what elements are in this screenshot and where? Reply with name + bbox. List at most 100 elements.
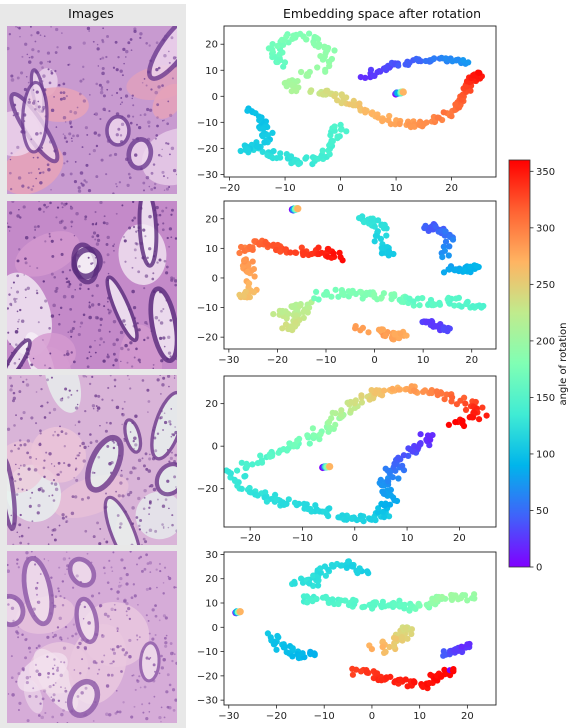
data-point bbox=[306, 304, 313, 311]
data-point bbox=[293, 88, 300, 95]
data-point bbox=[328, 293, 335, 300]
data-point bbox=[322, 594, 330, 602]
data-point bbox=[358, 399, 365, 406]
data-point bbox=[363, 669, 371, 676]
x-tick-label: 0 bbox=[369, 711, 375, 722]
data-point bbox=[444, 328, 451, 335]
data-point bbox=[339, 290, 346, 297]
data-point bbox=[325, 513, 332, 520]
data-point bbox=[392, 121, 399, 128]
y-tick-label: −30 bbox=[197, 696, 218, 707]
data-point bbox=[416, 602, 423, 609]
x-tick-label: 20 bbox=[445, 183, 458, 194]
data-point bbox=[276, 51, 283, 58]
data-point bbox=[322, 68, 329, 75]
data-point bbox=[380, 603, 387, 610]
data-point bbox=[285, 310, 292, 318]
data-point bbox=[464, 298, 471, 305]
data-point bbox=[328, 137, 335, 144]
data-point bbox=[294, 205, 302, 213]
data-point bbox=[308, 87, 315, 94]
colorbar-gradient bbox=[508, 159, 531, 568]
data-point bbox=[438, 672, 446, 679]
data-point bbox=[427, 671, 434, 679]
data-point bbox=[323, 87, 330, 94]
y-tick-label: 0 bbox=[212, 273, 218, 284]
data-point bbox=[254, 492, 261, 499]
data-point bbox=[380, 508, 387, 515]
data-point bbox=[449, 58, 456, 65]
data-point bbox=[429, 319, 436, 326]
tissue-tile-1 bbox=[7, 26, 177, 194]
data-point bbox=[329, 563, 336, 570]
data-point bbox=[289, 653, 296, 660]
data-point bbox=[426, 680, 433, 687]
data-point bbox=[483, 412, 490, 419]
data-point bbox=[389, 385, 396, 392]
data-point bbox=[272, 640, 279, 647]
data-point bbox=[401, 601, 408, 608]
data-point bbox=[249, 258, 256, 265]
data-point bbox=[377, 476, 384, 483]
tissue-tile-2 bbox=[7, 201, 177, 369]
data-point bbox=[296, 435, 303, 442]
data-point bbox=[440, 269, 448, 276]
data-point bbox=[450, 592, 457, 599]
x-tick-label: 0 bbox=[337, 183, 343, 194]
data-point bbox=[332, 410, 339, 417]
data-point bbox=[370, 72, 377, 79]
data-point bbox=[337, 562, 344, 569]
x-tick-label: −20 bbox=[266, 711, 287, 722]
data-point bbox=[442, 228, 449, 235]
data-point bbox=[300, 251, 307, 259]
data-point bbox=[343, 564, 350, 572]
data-point bbox=[387, 492, 395, 499]
data-point bbox=[273, 646, 280, 653]
data-point bbox=[234, 467, 241, 474]
data-point bbox=[387, 121, 394, 128]
y-tick-label: 10 bbox=[205, 599, 218, 610]
data-point bbox=[370, 600, 377, 607]
data-point bbox=[281, 59, 289, 66]
data-point bbox=[246, 243, 253, 250]
data-point bbox=[372, 517, 379, 524]
data-point bbox=[379, 643, 386, 651]
y-tick-label: 20 bbox=[205, 574, 218, 585]
data-point bbox=[399, 88, 407, 96]
data-point bbox=[259, 133, 266, 140]
data-point bbox=[464, 597, 471, 604]
data-point bbox=[445, 421, 452, 428]
data-point bbox=[310, 572, 317, 579]
data-point bbox=[231, 477, 239, 484]
data-point bbox=[381, 649, 388, 657]
colorbar: 0 50 100 150 200 250 300 350 angle of rotation bbox=[508, 159, 569, 574]
y-tick-label: 0 bbox=[212, 442, 218, 453]
data-point bbox=[473, 263, 480, 270]
data-point bbox=[285, 496, 292, 503]
data-point bbox=[314, 64, 321, 71]
data-point bbox=[365, 329, 372, 336]
data-point bbox=[316, 41, 323, 48]
colorbar-tick-label: 0 bbox=[536, 563, 542, 574]
y-tick-label: −20 bbox=[197, 333, 218, 344]
data-point bbox=[334, 97, 341, 104]
data-point bbox=[308, 250, 315, 258]
data-point bbox=[369, 605, 376, 612]
data-point bbox=[350, 601, 358, 608]
data-point bbox=[316, 436, 323, 443]
data-point bbox=[362, 74, 369, 81]
data-point bbox=[303, 154, 310, 161]
data-point bbox=[399, 462, 406, 469]
data-point bbox=[432, 323, 439, 330]
data-point bbox=[395, 454, 402, 461]
data-point bbox=[243, 460, 250, 467]
data-point bbox=[445, 252, 452, 259]
data-point bbox=[469, 414, 476, 421]
y-tick-label: 0 bbox=[212, 92, 218, 103]
data-point bbox=[326, 62, 333, 70]
x-tick-label: 0 bbox=[371, 355, 377, 366]
data-point bbox=[470, 72, 477, 79]
data-point bbox=[277, 248, 284, 255]
data-point bbox=[417, 58, 424, 65]
data-point bbox=[318, 249, 325, 256]
